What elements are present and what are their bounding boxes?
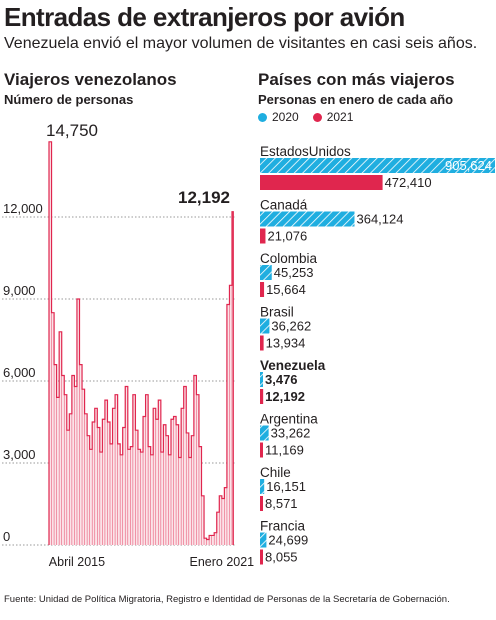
- y-tick-label: 3,000: [3, 447, 36, 462]
- bar-2020: [260, 479, 265, 494]
- legend-swatch-2021: [312, 112, 322, 122]
- bar-2021: [260, 389, 264, 404]
- legend-item-2020: 2020: [258, 110, 299, 124]
- country-label: Chile: [260, 465, 291, 480]
- bar-2020: [260, 372, 263, 387]
- bar-2020-label: 16,151: [266, 479, 306, 494]
- bar-2021-label: 12,192: [265, 389, 305, 404]
- legend-label-2021: 2021: [326, 110, 354, 124]
- bar-2021-label: 8,055: [265, 550, 298, 565]
- bar-2021: [260, 549, 263, 565]
- x-tick-label: Abril 2015: [49, 555, 105, 569]
- country-label: EstadosUnidos: [260, 144, 351, 159]
- bar-2020-label: 36,262: [271, 319, 311, 334]
- bar-2021: [260, 282, 265, 297]
- bar-2020-label: 33,262: [271, 426, 311, 441]
- venezuelan-travelers-chart: 0 3,000 6,000 9,000 12,000 Abril 2015 Enero 20…: [2, 121, 254, 569]
- legend-swatch-2020: [258, 112, 267, 122]
- bar-2020-label: 45,253: [274, 265, 314, 280]
- bar-2021: [260, 228, 266, 244]
- left-panel-title: Viajeros venezolanos: [4, 70, 177, 89]
- bar-2020-label: 364,124: [356, 212, 403, 227]
- bar-2021: [260, 496, 263, 511]
- bar-2021-label: 13,934: [266, 336, 306, 351]
- bar-2020-label: 24,699: [268, 533, 308, 548]
- country-label: Venezuela: [260, 358, 326, 373]
- chart-subtitle: Venezuela envió el mayor volumen de visi…: [4, 35, 478, 52]
- bar-2020-label: 905,624: [445, 158, 492, 173]
- bar-2020: [260, 158, 495, 173]
- country-label: Argentina: [260, 412, 318, 427]
- legend-label-2020: 2020: [272, 110, 299, 124]
- bar-2020: [260, 211, 355, 227]
- bar-2021: [260, 335, 264, 351]
- bar-2021-label: 11,169: [265, 443, 304, 458]
- bar-2020: [260, 425, 269, 441]
- country-label: Francia: [260, 519, 306, 534]
- bar-2021: [260, 175, 383, 190]
- y-tick-label: 12,000: [3, 201, 43, 216]
- bar-2020: [260, 265, 272, 280]
- country-label: Canadá: [260, 198, 308, 213]
- legend: 2020 2021: [258, 110, 353, 124]
- bar-2020: [260, 318, 270, 334]
- y-tick-label: 6,000: [3, 365, 36, 380]
- bar-2021-label: 15,664: [266, 282, 306, 297]
- bar-2021-label: 8,571: [265, 496, 298, 511]
- bar-2021-label: 21,076: [267, 229, 307, 244]
- right-panel-subtitle: Personas en enero de cada año: [258, 92, 454, 107]
- left-panel-ylabel: Número de personas: [4, 92, 134, 107]
- source-note: Fuente: Unidad de Política Migratoria, R…: [4, 594, 450, 605]
- peak-annotation: 14,750: [46, 121, 98, 140]
- countries-bar-chart: EstadosUnidos 905,624 472,410 Canadá 364,124…: [260, 144, 495, 565]
- country-label: Brasil: [260, 305, 294, 320]
- legend-item-2021: 2021: [312, 110, 354, 124]
- right-panel-title: Países con más viajeros: [258, 70, 455, 89]
- bar-2020: [260, 532, 267, 548]
- bar-2020-label: 3,476: [265, 372, 298, 387]
- y-tick-label: 9,000: [3, 283, 36, 298]
- x-tick-label: Enero 2021: [190, 555, 255, 569]
- y-tick-label: 0: [3, 529, 10, 544]
- area-fill: [49, 141, 234, 546]
- bar-2021-label: 472,410: [385, 175, 432, 190]
- chart-title: Entradas de extranjeros por avión: [4, 2, 405, 32]
- latest-annotation: 12,192: [178, 188, 230, 207]
- bar-2021: [260, 442, 263, 458]
- country-label: Colombia: [260, 251, 318, 266]
